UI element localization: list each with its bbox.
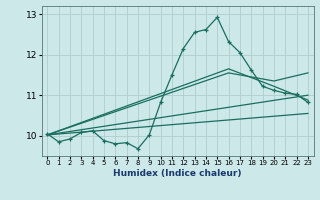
X-axis label: Humidex (Indice chaleur): Humidex (Indice chaleur) xyxy=(113,169,242,178)
